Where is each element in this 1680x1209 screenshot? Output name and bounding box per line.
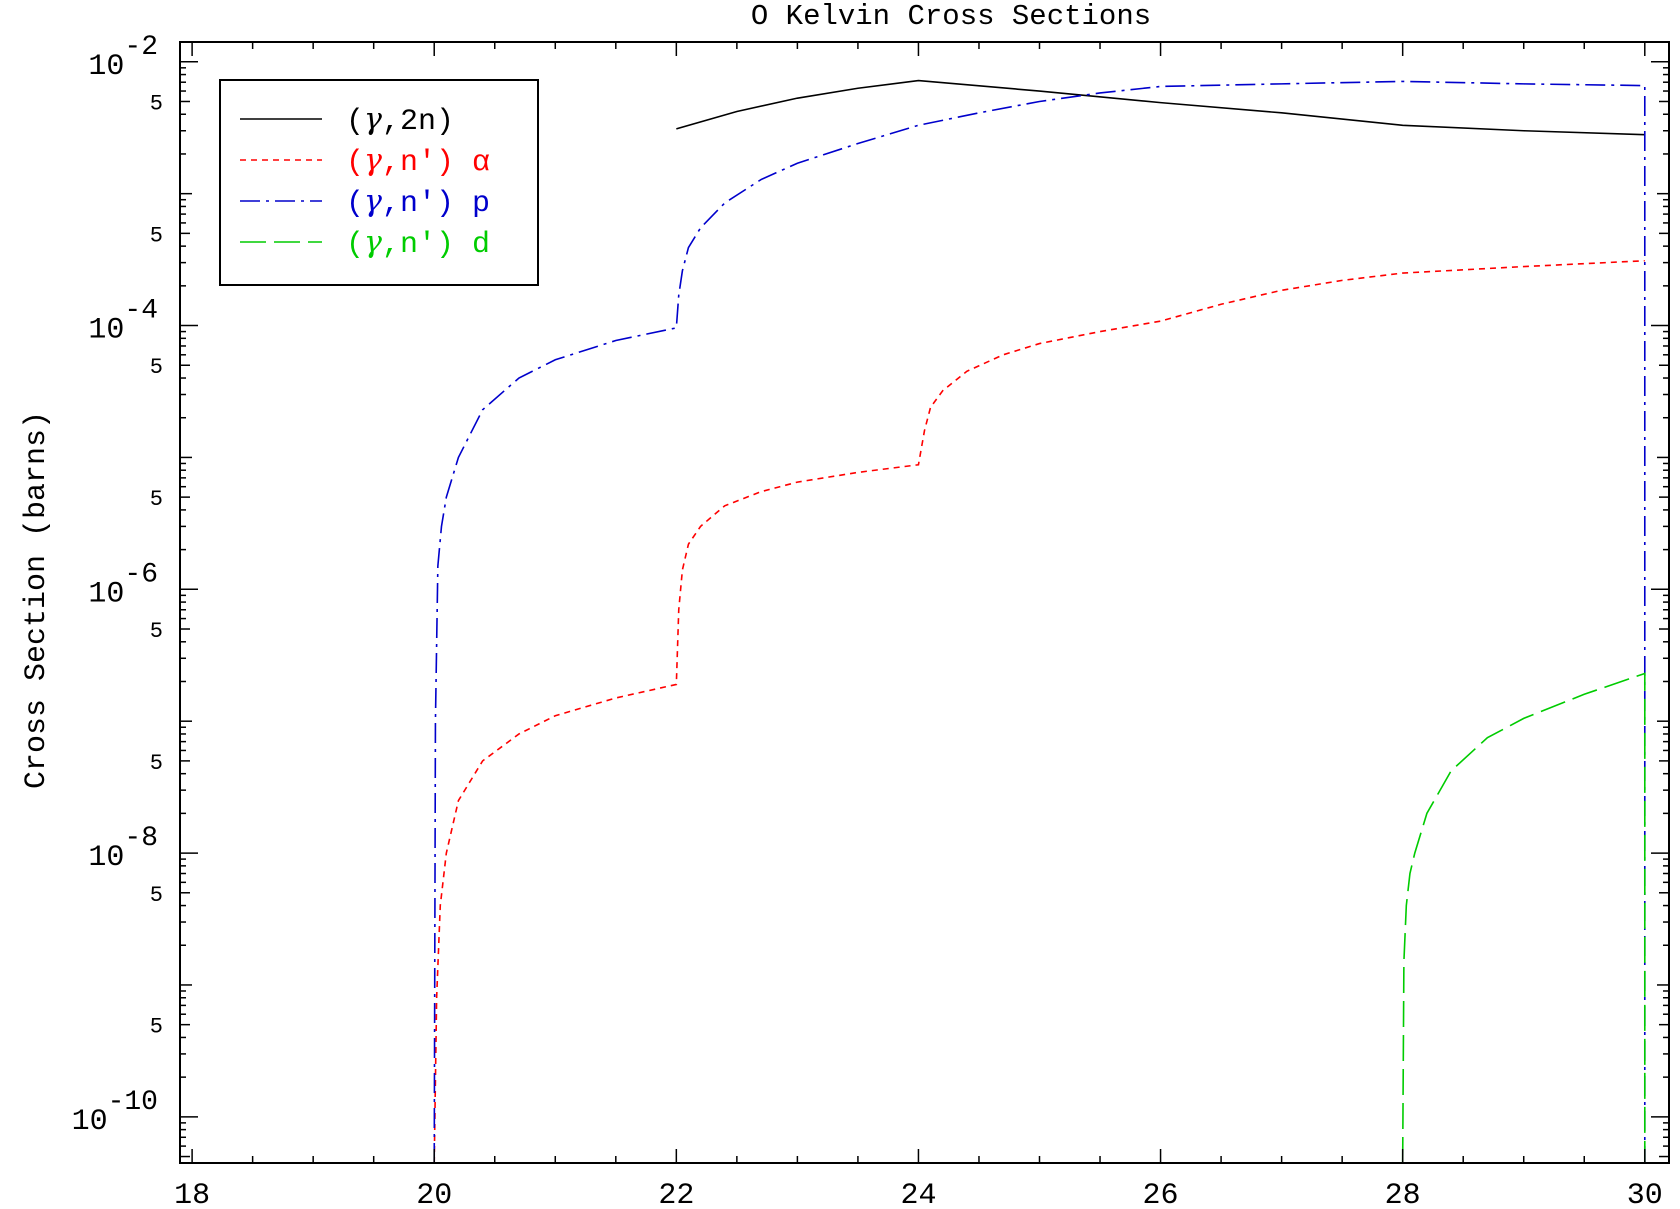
- y-axis-label: Cross Section (barns): [20, 411, 54, 789]
- chart-title: O Kelvin Cross Sections: [751, 0, 1151, 33]
- x-tick-labels: 18 20 22 24 26 28 30: [174, 1179, 1663, 1209]
- y-minor-label: 5: [150, 1015, 163, 1040]
- x-tick-label: 22: [658, 1179, 694, 1209]
- series-layer: [433, 79, 1646, 1164]
- y-minor-label: 5: [150, 91, 163, 116]
- axis-ticks: [180, 42, 1669, 1163]
- y-decade-label: 10-10: [72, 1087, 158, 1139]
- x-tick-label: 24: [900, 1179, 936, 1209]
- x-tick-label: 18: [174, 1179, 210, 1209]
- legend: (γ,2n) (γ,n') α (γ,n') p (γ,n') d: [219, 79, 539, 286]
- y-minor-label: 5: [150, 355, 163, 380]
- y-minor-label: 5: [150, 883, 163, 908]
- legend-items: (γ,2n) (γ,n') α (γ,n') p (γ,n') d: [240, 102, 490, 262]
- y-tick-labels: 10-2 10-4 10-6 10-8 10-10 5 5 5 5 5 5 5 5: [72, 32, 163, 1139]
- x-tick-label: 20: [416, 1179, 452, 1209]
- legend-label: (γ,n') p: [346, 184, 490, 221]
- x-tick-label: 26: [1143, 1179, 1179, 1209]
- x-tick-label: 30: [1627, 1179, 1663, 1209]
- series-line-1: [676, 79, 1645, 136]
- legend-box: [219, 79, 539, 286]
- legend-label: (γ,n') α: [346, 143, 490, 180]
- x-tick-label: 28: [1385, 1179, 1421, 1209]
- y-minor-label: 5: [150, 751, 163, 776]
- plot-area: [179, 41, 1670, 1164]
- series-line-3: [433, 80, 1646, 1164]
- y-decade-label: 10-4: [88, 296, 158, 348]
- legend-label: (γ,2n): [346, 102, 454, 139]
- series-line-2: [433, 259, 1645, 1164]
- y-minor-label: 5: [150, 619, 163, 644]
- y-minor-label: 5: [150, 223, 163, 248]
- y-minor-label: 5: [150, 487, 163, 512]
- legend-label: (γ,n') d: [346, 225, 490, 262]
- y-decade-label: 10-6: [88, 559, 158, 611]
- y-decade-label: 10-8: [88, 823, 158, 875]
- series-line-4: [1401, 672, 1646, 1164]
- y-decade-label: 10-2: [88, 32, 158, 84]
